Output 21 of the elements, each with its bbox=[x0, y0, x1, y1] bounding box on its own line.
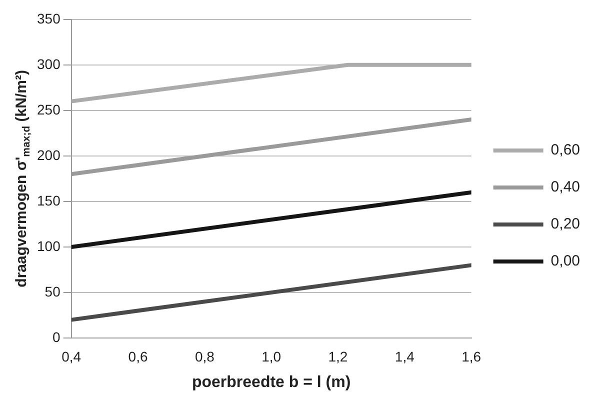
y-tick-label: 50 bbox=[44, 283, 61, 300]
y-tick-label: 250 bbox=[37, 101, 61, 118]
y-axis-title: draagvermogen σ'max;d (kN/m²) bbox=[13, 70, 32, 288]
y-tick-label: 350 bbox=[37, 10, 61, 26]
x-tick-label: 0,8 bbox=[194, 348, 215, 364]
y-tick-label: 150 bbox=[37, 192, 61, 208]
x-axis-title: poerbreedte b = l (m) bbox=[192, 374, 351, 391]
legend-label: 0,60 bbox=[550, 142, 580, 159]
x-tick-label: 0,6 bbox=[128, 348, 148, 364]
x-tick-label: 1,2 bbox=[328, 348, 348, 364]
x-tick-label: 1,0 bbox=[262, 348, 282, 364]
y-tick-label: 0 bbox=[52, 328, 61, 345]
x-tick-label: 1,6 bbox=[462, 348, 482, 364]
legend-label: 0,00 bbox=[550, 252, 580, 270]
legend-label: 0,40 bbox=[550, 178, 580, 196]
y-tick-label: 100 bbox=[37, 238, 61, 254]
x-tick-label: 1,4 bbox=[394, 348, 415, 364]
legend-label: 0,20 bbox=[550, 216, 580, 233]
y-tick-label: 300 bbox=[37, 56, 61, 72]
x-tick-label: 0,4 bbox=[62, 348, 82, 364]
y-tick-label: 200 bbox=[37, 146, 61, 163]
